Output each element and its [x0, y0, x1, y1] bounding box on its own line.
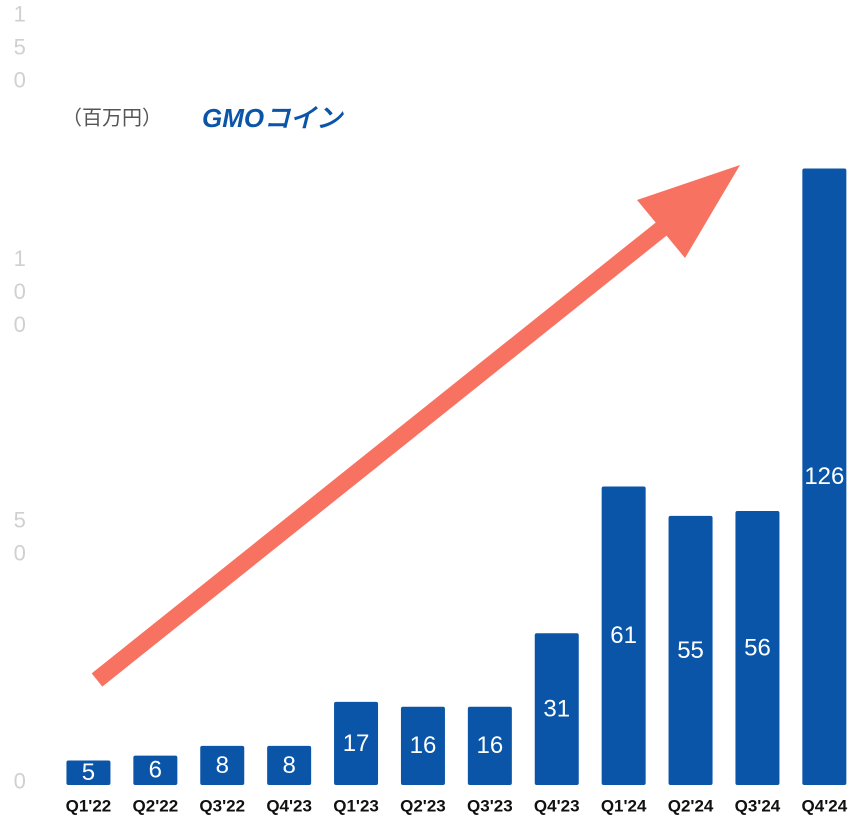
value-label: 55	[677, 637, 704, 664]
x-tick-label: Q3'24	[735, 796, 781, 815]
bar	[534, 633, 579, 785]
bar	[467, 706, 512, 785]
bar	[66, 760, 111, 785]
x-tick-label: Q1'24	[601, 796, 647, 815]
bar	[668, 515, 713, 785]
x-tick-label: Q4'23	[266, 796, 312, 815]
bar	[267, 745, 312, 785]
arrow-head	[637, 165, 740, 258]
x-tick-label: Q1'23	[333, 796, 379, 815]
bar	[802, 168, 847, 785]
value-label: 31	[543, 695, 570, 722]
x-tick-label: Q1'22	[66, 796, 112, 815]
unit-label: （百万円）	[62, 106, 162, 129]
arrow-shaft	[91, 199, 696, 687]
value-label: 126	[804, 463, 844, 490]
value-label: 16	[410, 732, 437, 759]
x-tick-label: Q3'22	[199, 796, 245, 815]
bar	[133, 755, 178, 785]
x-tick-label: Q2'22	[133, 796, 179, 815]
bar	[601, 486, 646, 785]
value-label: 56	[744, 634, 771, 661]
x-tick-label: Q4'23	[534, 796, 580, 815]
value-label: 8	[282, 752, 295, 779]
value-label: 17	[343, 730, 370, 757]
x-tick-label: Q2'24	[668, 796, 714, 815]
x-tick-label: Q2'23	[400, 796, 446, 815]
bar	[735, 510, 780, 785]
bar	[200, 745, 245, 785]
y-tick-label: 150	[7, 2, 32, 101]
value-label: 8	[216, 752, 229, 779]
x-tick-label: Q4'24	[802, 796, 848, 815]
trend-arrow	[91, 165, 740, 687]
value-label: 61	[610, 622, 637, 649]
logo: GMOコイン	[202, 103, 344, 133]
y-tick-label: 100	[7, 246, 32, 345]
x-tick-label: Q3'23	[467, 796, 513, 815]
y-tick-label: 0	[7, 769, 32, 802]
value-label: 16	[476, 732, 503, 759]
value-label: 5	[82, 759, 95, 786]
value-label: 6	[149, 757, 162, 784]
bar	[400, 706, 445, 785]
bar	[334, 701, 379, 785]
y-tick-label: 50	[7, 507, 32, 573]
